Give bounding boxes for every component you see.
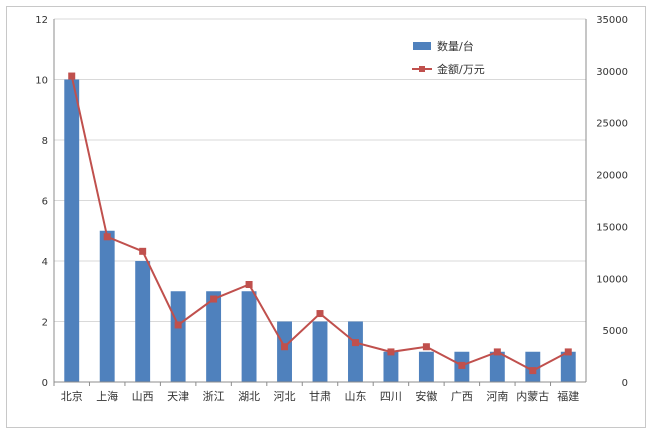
x-axis-category-label: 北京 [61,389,83,403]
right-axis-tick-label: 15000 [596,222,628,233]
bar [560,351,576,382]
x-axis-category-label: 湖北 [238,390,260,403]
bar [525,351,541,382]
legend-line-marker [419,66,425,72]
bar [489,351,505,382]
x-axis-category-label: 河北 [274,390,296,403]
line-point [68,72,76,80]
bar [277,321,292,382]
line-point [245,281,253,289]
line-point [422,343,430,351]
left-axis-tick-label: 2 [42,318,48,329]
legend-bar-label: 数量/台 [437,39,474,53]
bar [206,291,222,382]
left-axis-tick-label: 0 [42,378,48,389]
bar-layer [64,79,576,382]
bar [241,291,257,382]
bar [383,351,399,382]
bar [99,230,115,382]
x-axis-category-label: 甘肃 [309,390,331,403]
bar [170,291,186,382]
line-point [316,310,324,318]
right-axis-tick-label: 10000 [596,274,628,285]
right-axis-tick-label: 25000 [596,119,628,130]
bar [135,261,151,382]
axis-layer: 0 2 4 6 8 10 12 0 5000 10000 15000 20000 25000 30000 3… [35,15,628,403]
x-axis-category-label: 福建 [557,389,579,403]
x-axis-category-label: 浙江 [203,390,225,403]
left-axis-tick-label: 10 [35,76,48,87]
left-axis-tick-label: 8 [42,136,48,147]
x-axis-category-label: 四川 [380,390,402,403]
combo-chart: 0 2 4 6 8 10 12 0 5000 10000 15000 20000 25000 30000 3… [35,15,628,403]
line-point [139,247,147,255]
x-axis-category-label: 山东 [344,390,366,403]
bar [64,79,80,382]
line-point [281,343,289,351]
line-point [387,348,395,356]
left-axis-tick-label: 12 [35,15,48,26]
left-axis-tick-label: 6 [42,197,48,208]
right-axis-tick-label: 5000 [603,326,628,337]
line-point [174,321,182,329]
line-layer [68,72,572,375]
x-axis-category-label: 内蒙古 [516,389,549,403]
legend-bar-swatch [413,42,431,50]
line-point [210,295,218,303]
line-point [351,339,359,347]
right-axis-tick-label: 20000 [596,171,628,182]
bar [418,351,434,382]
x-axis-category-label: 安徽 [415,389,437,403]
line-point [458,361,466,369]
bar [312,321,328,382]
right-axis-tick-label: 0 [622,378,628,389]
right-axis-tick-label: 35000 [596,15,628,26]
x-axis-category-label: 山西 [132,390,154,403]
x-axis-category-label: 上海 [96,389,118,403]
grid-layer [54,18,586,322]
line-point [564,348,572,356]
line-point [103,233,111,241]
legend-line-label: 金额/万元 [437,62,485,76]
left-axis-tick-label: 4 [42,257,48,268]
line-point [493,348,501,356]
legend: 数量/台 金额/万元 [412,39,485,76]
right-axis-tick-label: 30000 [596,67,628,78]
x-axis-category-label: 河南 [486,390,508,403]
chart-frame: 0 2 4 6 8 10 12 0 5000 10000 15000 20000 25000 30000 3… [6,6,646,428]
line-point [529,367,537,375]
x-axis-category-label: 天津 [167,390,189,403]
x-axis-category-label: 广西 [451,390,473,403]
bar [348,321,363,382]
